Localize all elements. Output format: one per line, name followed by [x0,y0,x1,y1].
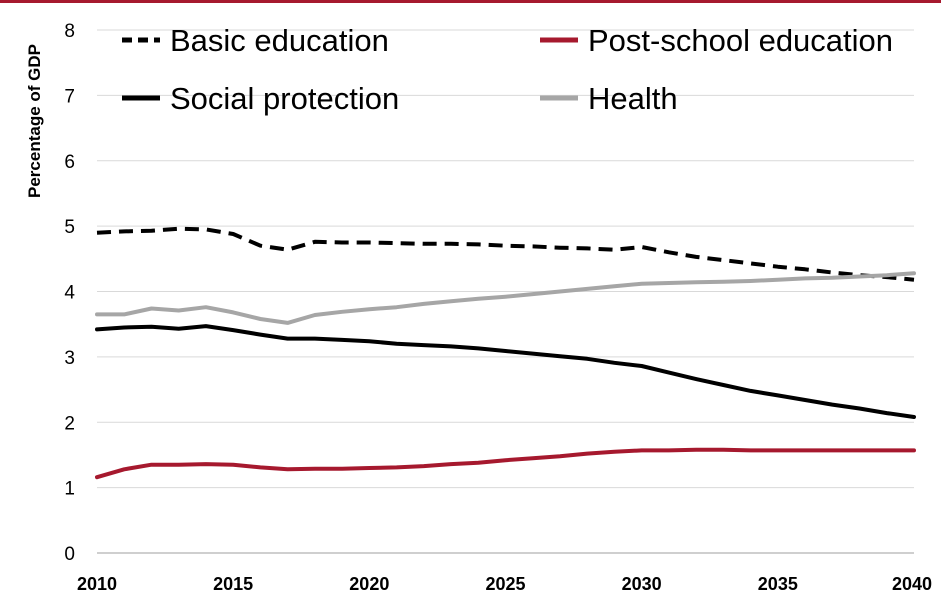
y-tick-label: 8 [64,21,75,42]
x-tick-label: 2030 [622,574,662,594]
axes: 0 1 2 3 4 5 6 7 8 2010 2015 2020 2025 2030 2035 2040 [64,21,932,594]
y-tick-label: 6 [64,152,75,173]
series-line-post-school-education [95,447,916,480]
y-tick-label: 0 [64,544,75,565]
y-tick-label: 7 [64,86,75,107]
gridlines [97,29,914,489]
y-axis-label: Percentage of GDP [25,44,44,198]
x-tick-label: 2020 [349,574,389,594]
series-line-social-protection [95,324,916,419]
y-tick-label: 1 [64,479,75,500]
x-tick-label: 2025 [485,574,525,594]
legend-label: Social protection [170,81,399,116]
legend-label: Post-school education [588,23,893,58]
legend: Basic education Post-school education Soci… [122,23,893,116]
top-accent-rule [0,0,941,3]
y-tick-label: 5 [64,217,75,238]
legend-label: Health [588,81,678,116]
y-tick-label: 2 [64,413,75,434]
x-tick-label: 2015 [213,574,253,594]
y-tick-label: 4 [64,283,75,304]
legend-label: Basic education [170,23,389,58]
series-line-basic-education [96,226,915,282]
x-tick-label: 2035 [758,574,798,594]
y-tick-label: 3 [64,348,75,369]
x-tick-label: 2040 [892,574,932,594]
series-lines [95,226,916,480]
x-tick-label: 2010 [77,574,117,594]
series-line-health [95,271,916,325]
